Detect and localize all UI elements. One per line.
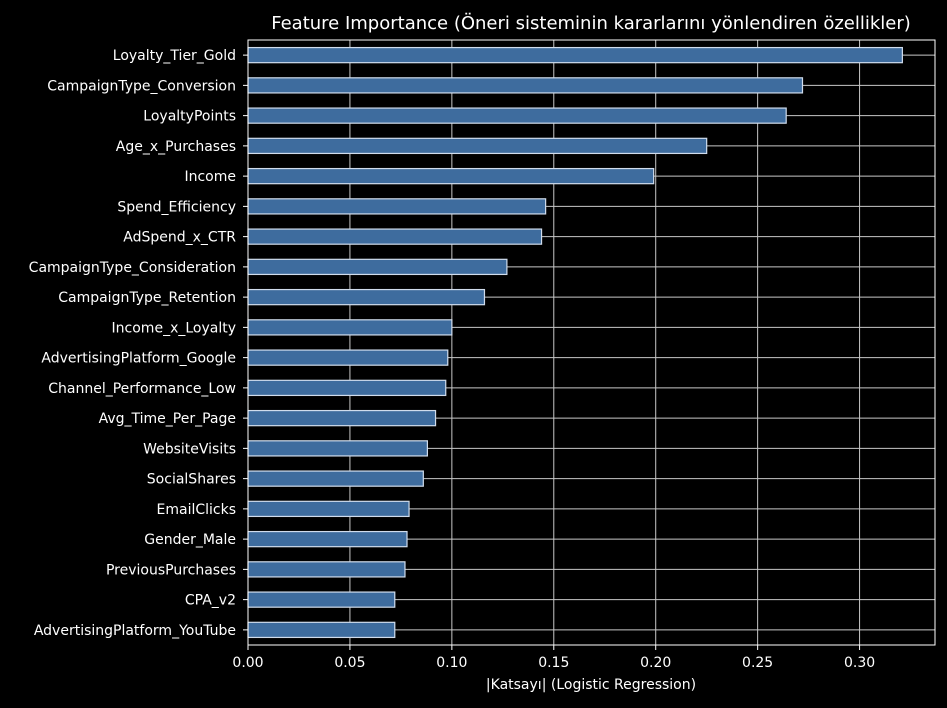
bar bbox=[247, 77, 804, 94]
plot-frame bbox=[247, 39, 936, 646]
x-tick-label: 0.30 bbox=[844, 655, 875, 671]
x-tick-label: 0.00 bbox=[232, 655, 263, 671]
bar bbox=[247, 409, 437, 427]
y-tick-label: Income bbox=[184, 169, 236, 185]
y-tick-label: Spend_Efficiency bbox=[117, 199, 236, 215]
y-tick-label: CampaignType_Conversion bbox=[47, 78, 236, 94]
y-tick-label: CPA_v2 bbox=[185, 593, 236, 609]
bar bbox=[247, 530, 408, 548]
y-tick-label: Avg_Time_Per_Page bbox=[99, 411, 236, 427]
bar bbox=[247, 440, 428, 457]
y-tick-label: Loyalty_Tier_Gold bbox=[113, 48, 236, 64]
bar bbox=[247, 198, 547, 215]
y-tick-label: WebsiteVisits bbox=[143, 441, 236, 457]
y-tick-label: SocialShares bbox=[147, 472, 236, 488]
y-tick-label: AdvertisingPlatform_Google bbox=[41, 351, 236, 367]
bar bbox=[247, 591, 396, 608]
y-tick-label: CampaignType_Consideration bbox=[29, 260, 236, 276]
y-tick-label: AdvertisingPlatform_YouTube bbox=[34, 623, 236, 639]
y-tick-label: CampaignType_Retention bbox=[58, 290, 236, 306]
bar bbox=[247, 470, 424, 487]
y-tick-label: Gender_Male bbox=[144, 532, 236, 548]
bar bbox=[247, 349, 449, 366]
bar bbox=[247, 621, 396, 639]
x-tick-label: 0.20 bbox=[640, 655, 671, 671]
bar bbox=[247, 137, 708, 155]
y-tick-label: AdSpend_x_CTR bbox=[123, 230, 236, 246]
x-tick-label: 0.15 bbox=[538, 655, 569, 671]
chart-title: Feature Importance (Öneri sisteminin kar… bbox=[271, 12, 911, 34]
bar bbox=[247, 228, 543, 245]
bar bbox=[247, 107, 787, 124]
bar bbox=[247, 46, 903, 64]
x-tick-label: 0.10 bbox=[436, 655, 467, 671]
bar bbox=[247, 319, 453, 336]
bar bbox=[247, 561, 406, 578]
y-tick-label: Age_x_Purchases bbox=[116, 139, 236, 155]
bar bbox=[247, 500, 410, 518]
bar bbox=[247, 258, 508, 276]
y-tick-label: PreviousPurchases bbox=[106, 562, 236, 578]
y-tick-label: LoyaltyPoints bbox=[143, 109, 236, 125]
x-tick-label: 0.25 bbox=[742, 655, 773, 671]
y-tick-label: Channel_Performance_Low bbox=[48, 381, 236, 397]
bar bbox=[247, 379, 447, 397]
x-axis-label: |Katsayı| (Logistic Regression) bbox=[486, 677, 696, 693]
y-tick-label: Income_x_Loyalty bbox=[112, 320, 236, 336]
x-tick-label: 0.05 bbox=[334, 655, 365, 671]
y-tick-labels: Loyalty_Tier_Gold CampaignType_Conversion… bbox=[29, 48, 248, 639]
bar bbox=[247, 167, 655, 185]
bar bbox=[247, 288, 486, 306]
x-tick-labels: 0.00 0.05 0.10 0.15 0.20 0.25 0.30 bbox=[232, 645, 875, 671]
y-tick-label: EmailClicks bbox=[157, 502, 237, 518]
